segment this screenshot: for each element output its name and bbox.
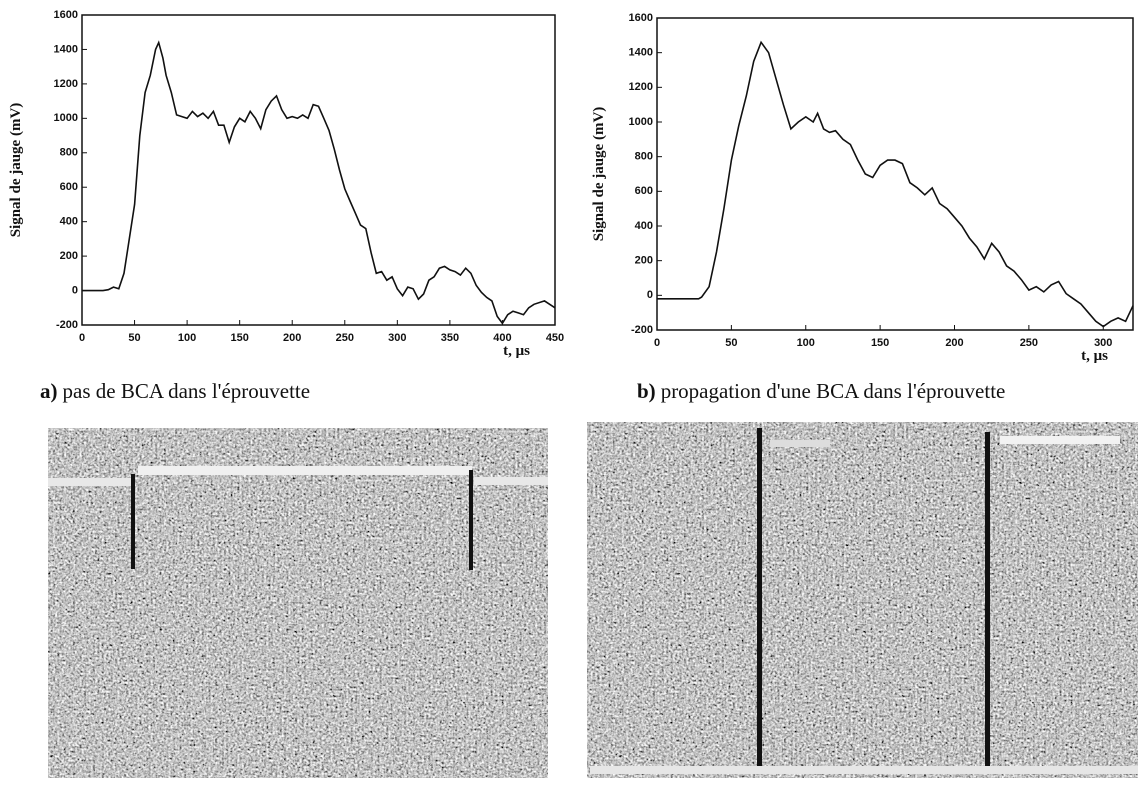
y-tick-label: 200	[60, 250, 78, 262]
y-tick-label: 200	[635, 255, 653, 267]
y-axis-label: Signal de jauge (mV)	[591, 107, 607, 242]
caption-text: pas de BCA dans l'éprouvette	[63, 379, 311, 403]
x-axis-label: t, μs	[1081, 348, 1108, 364]
x-tick-label: 250	[1020, 337, 1038, 349]
y-tick-label: 0	[72, 284, 78, 296]
caption-label: b)	[637, 379, 656, 403]
x-axis-label: t, μs	[503, 343, 530, 359]
caption-label: a)	[40, 379, 58, 403]
y-tick-label: 600	[60, 181, 78, 193]
y-tick-label: 1000	[54, 112, 78, 124]
x-tick-label: 300	[1094, 337, 1112, 349]
photo-b	[587, 422, 1138, 778]
x-tick-label: 250	[336, 332, 354, 344]
x-tick-label: 150	[871, 337, 889, 349]
x-tick-label: 350	[441, 332, 459, 344]
y-tick-label: 0	[647, 289, 653, 301]
y-tick-label: 1600	[629, 12, 653, 24]
y-tick-label: 1200	[629, 81, 653, 93]
x-tick-label: 50	[725, 337, 737, 349]
x-tick-label: 50	[128, 332, 140, 344]
y-tick-label: -200	[631, 324, 653, 336]
y-tick-label: 600	[635, 185, 653, 197]
y-tick-label: 1400	[629, 47, 653, 59]
x-tick-label: 300	[388, 332, 406, 344]
y-tick-label: 1000	[629, 116, 653, 128]
y-tick-label: 1200	[54, 78, 78, 90]
y-tick-label: 800	[635, 151, 653, 163]
y-tick-label: 800	[60, 147, 78, 159]
caption-a: a) pas de BCA dans l'éprouvette	[40, 379, 310, 403]
y-tick-label: 1600	[54, 9, 78, 21]
data-line	[657, 40, 1134, 328]
x-tick-label: 100	[797, 337, 815, 349]
caption-text: propagation d'une BCA dans l'éprouvette	[661, 379, 1006, 403]
x-tick-label: 200	[945, 337, 963, 349]
plot-frame	[656, 17, 1134, 331]
x-tick-label: 100	[178, 332, 196, 344]
photo-a	[48, 428, 548, 778]
y-tick-label: 400	[60, 216, 78, 228]
x-tick-label: 0	[654, 337, 660, 349]
x-tick-label: 400	[493, 332, 511, 344]
y-tick-label: -200	[56, 319, 78, 331]
plot-frame	[81, 14, 556, 326]
x-tick-label: 200	[283, 332, 301, 344]
y-tick-label: 400	[635, 220, 653, 232]
x-tick-label: 450	[546, 332, 564, 344]
y-axis-label: Signal de jauge (mV)	[8, 103, 24, 238]
x-tick-label: 0	[79, 332, 85, 344]
x-tick-label: 150	[230, 332, 248, 344]
data-line	[82, 40, 556, 325]
y-tick-label: 1400	[54, 43, 78, 55]
caption-b: b) propagation d'une BCA dans l'éprouvett…	[637, 379, 1005, 403]
